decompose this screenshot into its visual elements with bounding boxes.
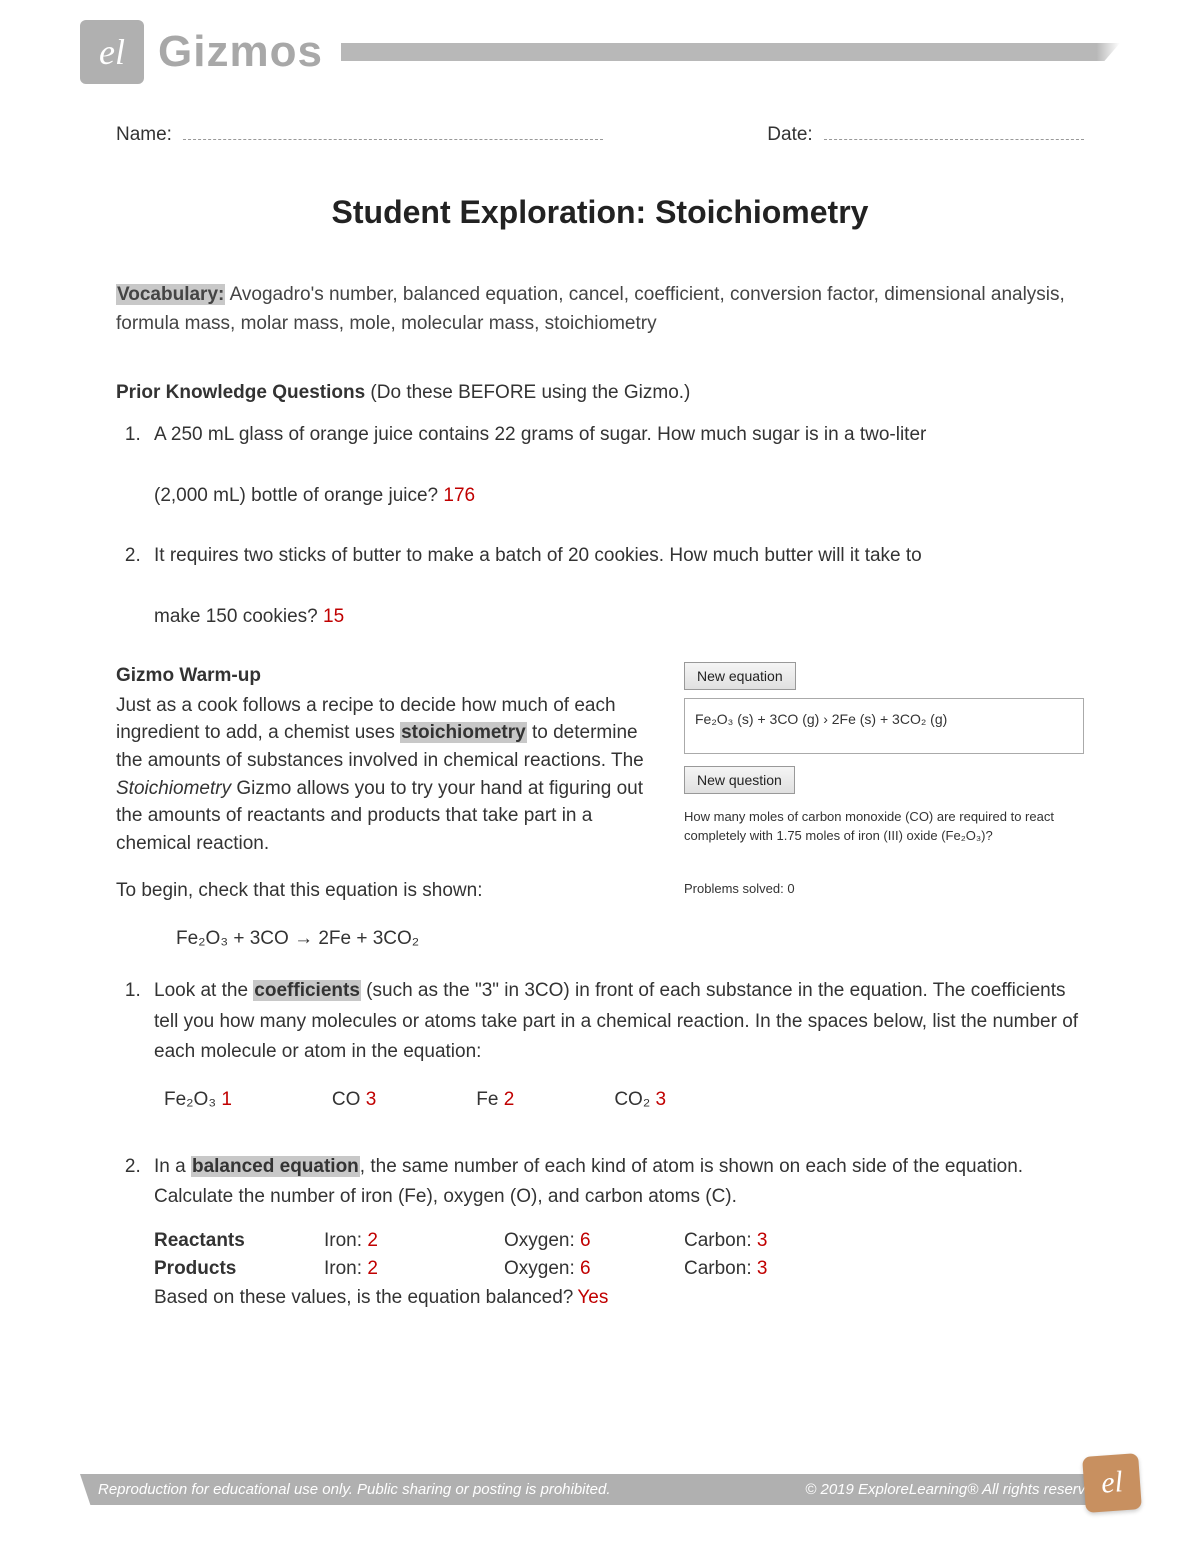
p-car-l: Carbon: xyxy=(684,1258,757,1279)
q2-line1: It requires two sticks of butter to make… xyxy=(154,545,922,566)
r-oxy: Oxygen: 6 xyxy=(504,1227,684,1256)
q1-answer: 176 xyxy=(443,485,475,506)
r-iron: Iron: 2 xyxy=(324,1227,504,1256)
p-car-v: 3 xyxy=(757,1258,768,1279)
products-row: Products Iron: 2 Oxygen: 6 Carbon: 3 xyxy=(154,1255,1084,1284)
coeff-co: CO 3 xyxy=(332,1085,376,1115)
date-label: Date: xyxy=(767,124,812,145)
warmup-gizmo-name: Stoichiometry xyxy=(116,778,231,799)
p-car: Carbon: 3 xyxy=(684,1255,844,1284)
q1-line2: (2,000 mL) bottle of orange juice? xyxy=(154,485,443,506)
new-equation-button[interactable]: New equation xyxy=(684,662,796,690)
gizmo-question: How many moles of carbon monoxide (CO) a… xyxy=(684,808,1084,844)
p-oxy-v: 6 xyxy=(580,1258,591,1279)
name-label: Name: xyxy=(116,124,172,145)
bal-hl: balanced equation xyxy=(191,1156,360,1177)
prior-heading-bold: Prior Knowledge Questions xyxy=(116,382,365,403)
bal-ta: In a xyxy=(154,1156,191,1177)
q1-line1: A 250 mL glass of orange juice contains … xyxy=(154,424,926,445)
warmup-text: Gizmo Warm-up Just as a cook follows a r… xyxy=(116,662,660,952)
fe-label: Fe xyxy=(476,1089,503,1110)
footer: Reproduction for educational use only. P… xyxy=(0,1474,1200,1505)
atom-count-table: Reactants Iron: 2 Oxygen: 6 Carbon: 3 Pr… xyxy=(154,1227,1084,1313)
warmup-p2: To begin, check that this equation is sh… xyxy=(116,877,660,905)
co2-val: 3 xyxy=(655,1089,666,1110)
header-divider xyxy=(341,43,1120,61)
co2-label: CO₂ xyxy=(614,1089,655,1110)
r-car-v: 3 xyxy=(757,1230,768,1251)
page-title: Student Exploration: Stoichiometry xyxy=(116,194,1084,231)
r-iron-l: Iron: xyxy=(324,1230,367,1251)
warmup-questions: Look at the coefficients (such as the "3… xyxy=(116,976,1084,1312)
p-iron-v: 2 xyxy=(367,1258,378,1279)
logo-icon: el xyxy=(80,20,144,84)
coeff-question: Look at the coefficients (such as the "3… xyxy=(146,976,1084,1116)
fe-val: 2 xyxy=(504,1089,515,1110)
prior-q2: It requires two sticks of butter to make… xyxy=(146,541,1084,632)
reactants-label: Reactants xyxy=(154,1227,324,1256)
r-car: Carbon: 3 xyxy=(684,1227,844,1256)
footer-right: © 2019 ExploreLearning® All rights reser… xyxy=(805,1481,1102,1498)
date-field[interactable]: Date: xyxy=(767,124,1084,146)
q2-line2: make 150 cookies? xyxy=(154,606,323,627)
brand-text: Gizmos xyxy=(158,27,323,77)
gizmo-panel: New equation Fe₂O₃ (s) + 3CO (g) › 2Fe (… xyxy=(684,662,1084,952)
r-car-l: Carbon: xyxy=(684,1230,757,1251)
fe2o3-label: Fe₂O₃ xyxy=(164,1089,221,1110)
new-question-button[interactable]: New question xyxy=(684,766,795,794)
warmup-stoich-hl: stoichiometry xyxy=(400,722,527,743)
vocab-label: Vocabulary: xyxy=(116,284,225,305)
date-input-line[interactable] xyxy=(824,139,1084,140)
reactants-row: Reactants Iron: 2 Oxygen: 6 Carbon: 3 xyxy=(154,1227,1084,1256)
coeff-hl: coefficients xyxy=(253,980,361,1001)
warmup-title: Gizmo Warm-up xyxy=(116,662,660,690)
balanced-question: In a balanced equation, the same number … xyxy=(146,1152,1084,1312)
name-input-line[interactable] xyxy=(183,139,603,140)
vocabulary-block: Vocabulary: Avogadro's number, balanced … xyxy=(116,281,1084,338)
vocab-text: Avogadro's number, balanced equation, ca… xyxy=(116,284,1065,334)
r-oxy-l: Oxygen: xyxy=(504,1230,580,1251)
prior-questions-list: A 250 mL glass of orange juice contains … xyxy=(116,420,1084,632)
products-label: Products xyxy=(154,1255,324,1284)
p-iron: Iron: 2 xyxy=(324,1255,504,1284)
problems-solved: Problems solved: 0 xyxy=(684,881,1084,896)
footer-bar: Reproduction for educational use only. P… xyxy=(80,1474,1120,1505)
p-oxy-l: Oxygen: xyxy=(504,1258,580,1279)
coeff-fe: Fe 2 xyxy=(476,1085,514,1115)
based-answer: Yes xyxy=(577,1284,608,1313)
r-oxy-v: 6 xyxy=(580,1230,591,1251)
prior-q1: A 250 mL glass of orange juice contains … xyxy=(146,420,1084,511)
balanced-conclusion: Based on these values, is the equation b… xyxy=(154,1284,1084,1313)
equation-display: Fe₂O₃ (s) + 3CO (g) › 2Fe (s) + 3CO₂ (g) xyxy=(684,698,1084,754)
warmup-equation: Fe₂O₃ + 3CO → 2Fe + 3CO₂ xyxy=(176,925,660,953)
coeff-fe2o3: Fe₂O₃ 1 xyxy=(164,1085,232,1115)
co-label: CO xyxy=(332,1089,366,1110)
name-date-row: Name: Date: xyxy=(116,124,1084,146)
p-iron-l: Iron: xyxy=(324,1258,367,1279)
coeff-ta: Look at the xyxy=(154,980,253,1001)
r-iron-v: 2 xyxy=(367,1230,378,1251)
q2-answer: 15 xyxy=(323,606,344,627)
p-oxy: Oxygen: 6 xyxy=(504,1255,684,1284)
co-val: 3 xyxy=(366,1089,377,1110)
fe2o3-val: 1 xyxy=(221,1089,232,1110)
based-text: Based on these values, is the equation b… xyxy=(154,1284,573,1313)
footer-logo-icon: el xyxy=(1082,1453,1142,1513)
header: el Gizmos xyxy=(80,20,1120,84)
footer-left: Reproduction for educational use only. P… xyxy=(98,1481,611,1498)
warmup-p1: Just as a cook follows a recipe to decid… xyxy=(116,692,660,857)
coeff-answers-row: Fe₂O₃ 1 CO 3 Fe 2 CO₂ 3 xyxy=(164,1085,1084,1115)
prior-heading-rest: (Do these BEFORE using the Gizmo.) xyxy=(365,382,690,403)
coeff-co2: CO₂ 3 xyxy=(614,1085,666,1115)
prior-knowledge-heading: Prior Knowledge Questions (Do these BEFO… xyxy=(116,382,1084,404)
warmup-section: Gizmo Warm-up Just as a cook follows a r… xyxy=(116,662,1084,952)
name-field[interactable]: Name: xyxy=(116,124,603,146)
equation-text: Fe₂O₃ (s) + 3CO (g) › 2Fe (s) + 3CO₂ (g) xyxy=(695,711,947,727)
